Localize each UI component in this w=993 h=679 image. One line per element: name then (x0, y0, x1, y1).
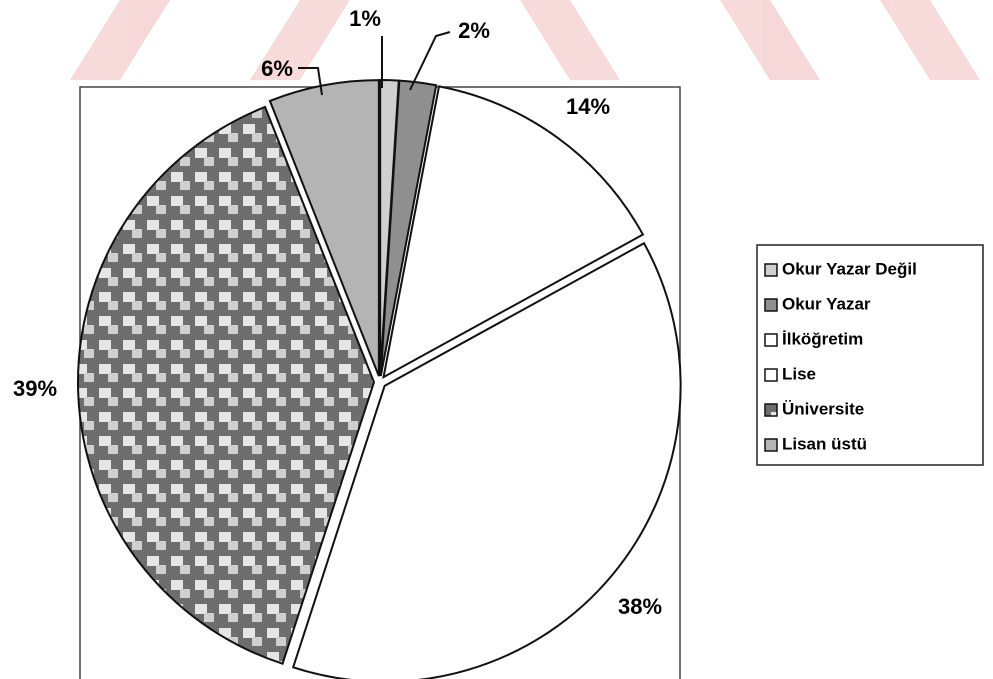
legend-label: Okur Yazar (782, 294, 871, 313)
pie-slice (268, 79, 380, 377)
leader-line (298, 67, 323, 96)
pie-slice (291, 241, 682, 679)
data-label: 14% (566, 94, 610, 119)
data-label: 1% (349, 6, 381, 31)
data-label: 6% (261, 56, 293, 81)
legend-label: Lisan üstü (782, 434, 867, 453)
leader-line (409, 31, 451, 91)
legend-swatch (764, 298, 778, 312)
legend-label: Lise (782, 364, 816, 383)
watermark (70, 0, 980, 80)
legend-box (756, 244, 984, 466)
legend-swatch (764, 333, 778, 347)
legend-swatch (764, 263, 778, 277)
data-label: 2% (458, 18, 490, 43)
data-label: 39% (13, 376, 57, 401)
legend-swatch (764, 403, 778, 417)
pie-slice (382, 85, 645, 380)
pie-slice (379, 79, 438, 377)
data-label: 38% (618, 594, 662, 619)
legend-label: Okur Yazar Değil (782, 259, 917, 278)
pie-slice (77, 105, 376, 665)
legend-swatch (764, 368, 778, 382)
legend-label: Üniversite (782, 399, 864, 418)
legend-label: İlköğretim (782, 329, 863, 348)
legend-swatch (764, 438, 778, 452)
